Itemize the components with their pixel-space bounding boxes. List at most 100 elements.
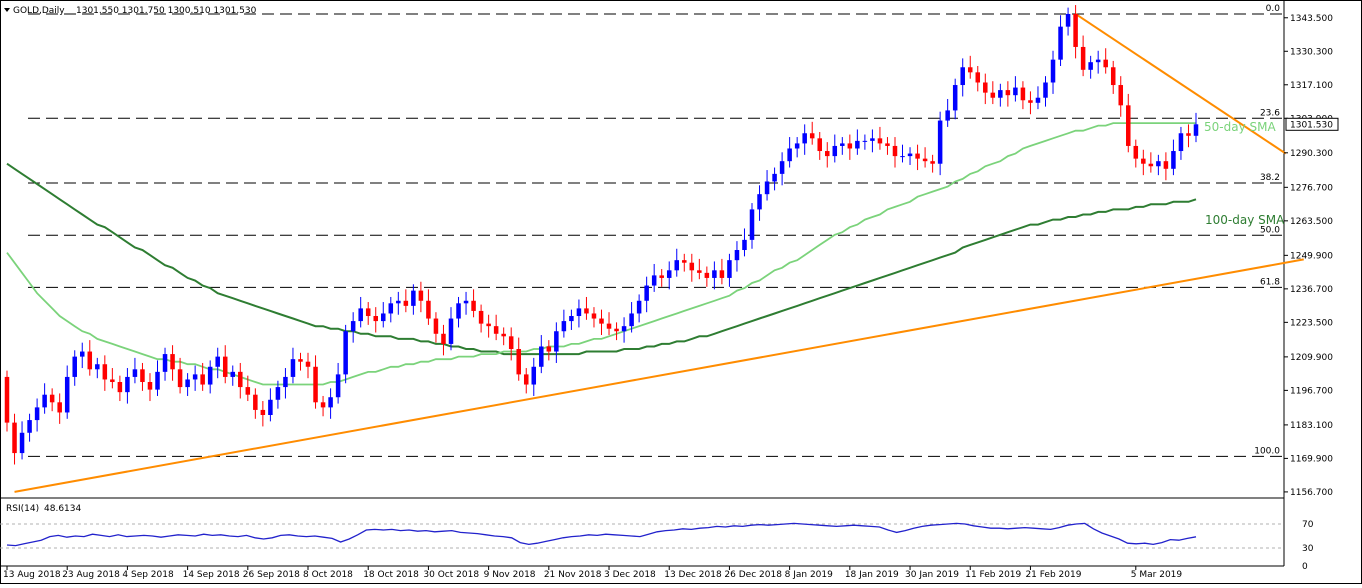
bear-candle [260, 409, 266, 415]
bull-candle [666, 270, 672, 278]
date-tick-label: 26 Dec 2018 [724, 570, 782, 580]
bull-candle [230, 371, 236, 377]
bear-candle [1110, 67, 1116, 86]
bull-candle [268, 399, 273, 415]
bull-candle [463, 300, 469, 304]
price-tick-label: 1276.700 [1290, 183, 1333, 193]
bear-candle [501, 333, 506, 337]
date-tick-label: 14 Sep 2018 [183, 570, 240, 580]
rsi-pane: 70 30 0 [0, 520, 1314, 572]
bear-candle [12, 422, 17, 454]
date-tick-label: 5 Mar 2019 [1131, 570, 1183, 580]
price-tick-label: 1343.500 [1290, 14, 1333, 24]
bull-candle [381, 313, 386, 322]
sma50-annotation: 50-day SMA [1204, 120, 1276, 134]
bull-candle [192, 374, 198, 380]
bear-candle [110, 379, 115, 383]
bull-candle [350, 321, 356, 332]
bear-candle [486, 323, 491, 327]
bull-candle [396, 300, 401, 304]
fib-level-label: 100.0 [1254, 446, 1280, 456]
bull-candle [185, 379, 190, 388]
bull-candle [621, 326, 627, 332]
bear-candle [704, 272, 710, 278]
resistance-trendline [1075, 13, 1287, 155]
bear-candle [140, 369, 145, 383]
bull-candle [388, 303, 394, 314]
bear-candle [1133, 145, 1139, 159]
bull-candle [727, 260, 732, 278]
bear-candle [493, 326, 499, 334]
fib-level-label: 61.8 [1260, 277, 1280, 287]
bull-candle [900, 156, 905, 158]
bull-candle [1035, 97, 1041, 103]
bear-candle [1103, 59, 1108, 68]
bear-candle [403, 300, 409, 306]
bear-candle [1163, 161, 1169, 169]
fib-level-label: 50.0 [1260, 225, 1280, 235]
bear-candle [305, 361, 311, 367]
bear-candle [1148, 163, 1154, 167]
bull-candle [749, 209, 755, 240]
sma100-line [6, 162, 1197, 356]
bull-candle [636, 300, 642, 314]
bull-candle [531, 366, 537, 385]
date-tick-label: 18 Jan 2019 [845, 570, 899, 580]
bear-candle [298, 359, 303, 362]
bear-candle [930, 161, 935, 164]
fib-level-label: 0.0 [1266, 4, 1281, 14]
bull-candle [27, 420, 32, 433]
fib-level-label: 38.2 [1260, 173, 1280, 183]
bear-candle [177, 369, 183, 388]
bull-candle [275, 387, 281, 400]
bull-candle [155, 371, 160, 390]
bull-candle [79, 351, 85, 357]
bear-candle [606, 323, 612, 329]
bull-candle [712, 270, 717, 278]
bull-candle [832, 145, 838, 157]
price-tick-label: 1249.900 [1290, 251, 1333, 261]
bull-candle [42, 394, 47, 408]
bear-candle [1020, 87, 1026, 101]
bear-candle [1005, 90, 1011, 96]
bull-candle [343, 331, 348, 375]
bear-candle [102, 364, 108, 380]
bull-candle [569, 316, 574, 322]
bull-candle [132, 369, 138, 377]
bull-candle [358, 308, 363, 322]
bear-candle [222, 356, 228, 377]
price-tick-label: 1196.700 [1290, 386, 1333, 396]
date-tick-label: 9 Nov 2018 [484, 570, 536, 580]
bear-candle [719, 270, 725, 278]
date-tick-label: 30 Oct 2018 [423, 570, 479, 580]
bull-candle [283, 376, 288, 388]
bear-candle [373, 316, 378, 322]
bear-candle [922, 158, 928, 162]
bull-candle [787, 148, 792, 162]
bull-candle [674, 260, 680, 271]
sma100-annotation: 100-day SMA [1205, 213, 1285, 227]
bull-candle [411, 290, 416, 306]
bull-candle [644, 285, 649, 301]
bear-candle [990, 92, 996, 98]
bull-candle [448, 318, 454, 344]
bear-candle [584, 308, 589, 314]
bear-candle [365, 308, 371, 317]
bear-candle [877, 138, 883, 144]
axes: 1343.5001330.3001317.1001303.9001290.300… [3, 14, 1339, 580]
bull-candle [945, 110, 950, 121]
bear-candle [117, 382, 123, 393]
menu-triangle-icon[interactable] [4, 8, 10, 12]
bull-candle [870, 138, 875, 141]
date-tick-label: 23 Aug 2018 [62, 570, 120, 580]
price-tick-label: 1290.300 [1290, 149, 1333, 159]
bear-candle [426, 300, 431, 319]
price-tick-label: 1156.700 [1290, 488, 1333, 498]
bull-candle [561, 321, 567, 332]
bull-candle [764, 181, 770, 195]
date-tick-label: 18 Oct 2018 [363, 570, 419, 580]
bear-candle [147, 382, 153, 390]
bear-candle [892, 145, 898, 157]
